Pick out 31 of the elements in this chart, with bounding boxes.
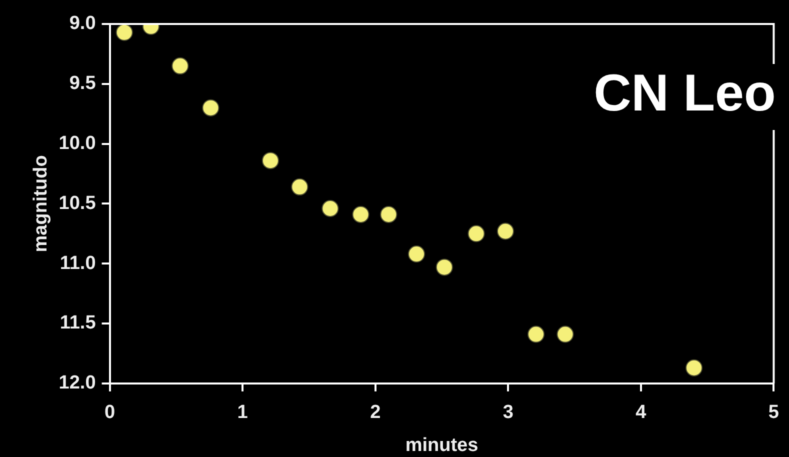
point xyxy=(291,178,308,196)
point xyxy=(380,206,398,223)
point xyxy=(262,152,279,170)
x-axis-title: minutes xyxy=(405,434,478,456)
point xyxy=(408,246,426,263)
point xyxy=(686,359,703,376)
point xyxy=(116,24,133,41)
point xyxy=(202,99,220,116)
y-tick-label: 11.5 xyxy=(60,312,96,334)
y-axis-title: magnitudo xyxy=(30,155,52,252)
x-tick-label: 2 xyxy=(370,402,381,424)
point xyxy=(172,57,189,74)
y-tick-label: 10.0 xyxy=(58,133,96,154)
point xyxy=(352,206,370,223)
point xyxy=(496,222,514,240)
point xyxy=(322,200,339,217)
x-tick-label: 1 xyxy=(237,402,248,424)
y-tick-label: 9.0 xyxy=(69,13,96,34)
text: CN Leo xyxy=(594,64,776,122)
point xyxy=(436,258,453,276)
y-tick-label: 10.5 xyxy=(58,192,96,214)
x-tick-label: 5 xyxy=(768,402,780,424)
y-tick-label: 11.0 xyxy=(60,252,96,274)
y-tick-label: 9.5 xyxy=(69,73,96,94)
y-tick-label: 12.0 xyxy=(58,372,96,394)
point xyxy=(468,225,485,242)
x-tick-label: 0 xyxy=(104,402,116,424)
point xyxy=(528,326,545,343)
x-tick-label: 3 xyxy=(502,402,514,424)
point xyxy=(556,326,574,343)
x-tick-label: 4 xyxy=(636,402,647,424)
